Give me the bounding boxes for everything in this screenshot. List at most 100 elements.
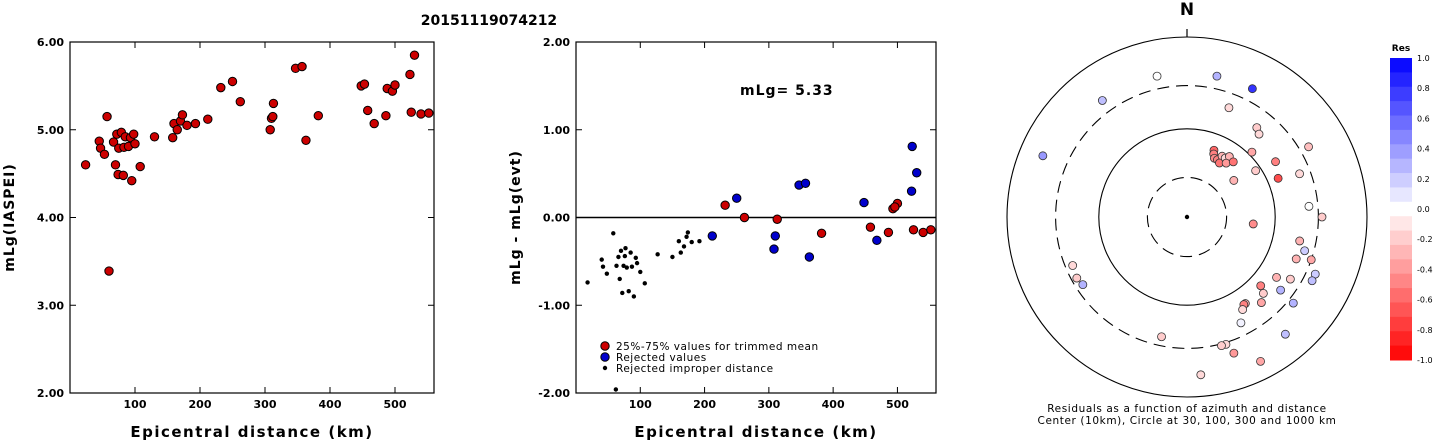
colorbar-band xyxy=(1390,173,1412,188)
data-point xyxy=(906,186,917,196)
station-point xyxy=(1247,84,1257,94)
colorbar-band xyxy=(1390,115,1412,131)
data-point xyxy=(600,264,606,269)
data-point xyxy=(369,118,379,129)
colorbar-band xyxy=(1390,158,1412,174)
x-tick-label: 100 xyxy=(124,398,147,411)
x-axis-label: Epicentral distance (km) xyxy=(634,423,877,441)
colorbar-tick-label: 1.0 xyxy=(1417,54,1430,63)
data-point xyxy=(678,250,683,255)
colorbar-band xyxy=(1390,230,1412,246)
station-point xyxy=(1291,254,1301,264)
data-point xyxy=(99,149,110,160)
data-point xyxy=(634,260,640,266)
station-point xyxy=(1224,103,1234,113)
legend-label: 25%-75% values for trimmed mean xyxy=(616,341,819,353)
data-point xyxy=(926,225,936,235)
colorbar-band xyxy=(1390,331,1412,347)
station-point xyxy=(1271,157,1280,167)
data-point xyxy=(102,111,112,122)
colorbar-band xyxy=(1390,288,1412,303)
station-point xyxy=(1280,329,1290,339)
data-point xyxy=(769,244,779,254)
data-point xyxy=(697,238,702,244)
data-point xyxy=(907,141,917,152)
station-point xyxy=(1254,129,1264,139)
y-axis-label: mLg(IASPEI) xyxy=(2,163,18,272)
data-point xyxy=(890,202,900,212)
colorbar-band xyxy=(1390,273,1412,289)
colorbar-band xyxy=(1390,201,1412,217)
colorbar-band xyxy=(1390,244,1412,260)
data-point xyxy=(689,239,694,245)
y-tick-label: 5.00 xyxy=(37,124,64,137)
data-point xyxy=(739,212,750,223)
data-point xyxy=(707,231,717,241)
station-point xyxy=(1285,274,1295,284)
y-tick-label: 2.00 xyxy=(37,387,64,400)
colorbar-band xyxy=(1390,72,1412,88)
colorbar-band xyxy=(1390,187,1412,203)
legend-marker xyxy=(602,365,608,371)
data-point xyxy=(617,276,622,282)
legend-marker xyxy=(600,341,610,351)
station-point xyxy=(1072,273,1082,283)
data-point xyxy=(908,225,919,235)
colorbar-tick-label: -1.0 xyxy=(1417,356,1433,365)
colorbar-tick-label: 0.6 xyxy=(1417,114,1430,123)
data-point xyxy=(409,50,420,60)
data-point xyxy=(268,98,279,109)
x-tick-label: 400 xyxy=(319,398,342,411)
data-point xyxy=(633,255,638,261)
data-point xyxy=(670,254,675,260)
legend-label: Rejected values xyxy=(616,352,707,364)
data-point xyxy=(623,246,628,251)
station-point xyxy=(1228,157,1238,167)
data-point xyxy=(599,257,604,262)
data-point xyxy=(227,76,238,87)
data-point xyxy=(611,231,616,236)
station-point xyxy=(1304,142,1313,152)
data-point xyxy=(127,175,137,186)
data-point xyxy=(297,61,307,72)
data-point xyxy=(621,263,626,268)
data-point xyxy=(622,253,628,259)
colorbar-band xyxy=(1390,101,1412,117)
station-point xyxy=(1157,332,1166,342)
magnitude-vs-distance-plot: 100 200 300 400 500 2.00 3.00 4.00 5.00 6.00 Epice… xyxy=(2,36,435,441)
data-point xyxy=(190,118,201,129)
x-tick-label: 500 xyxy=(886,398,909,411)
data-point xyxy=(235,96,246,107)
data-point xyxy=(313,111,323,121)
data-point xyxy=(912,168,922,178)
data-point xyxy=(642,281,647,286)
y-axis-label: mLg - mLg(evt) xyxy=(508,150,524,285)
station-point xyxy=(1251,166,1261,176)
station-point xyxy=(1300,246,1310,256)
chart-title: 20151119074212 xyxy=(421,13,557,29)
station-point xyxy=(1212,71,1222,81)
x-tick-label: 500 xyxy=(384,398,407,411)
data-point xyxy=(883,227,894,238)
data-point xyxy=(363,105,373,116)
data-point xyxy=(684,234,689,240)
station-point xyxy=(1317,212,1327,222)
data-point xyxy=(676,238,682,244)
colorbar-tick-label: -0.2 xyxy=(1417,235,1433,244)
station-point xyxy=(1238,305,1248,314)
data-point xyxy=(135,161,145,172)
data-point xyxy=(177,110,188,120)
data-point xyxy=(416,109,426,119)
data-point xyxy=(872,235,882,246)
colorbar-tick-label: 0.8 xyxy=(1417,84,1430,93)
data-point xyxy=(616,254,621,260)
colorbar-band xyxy=(1390,216,1412,232)
center-point xyxy=(1184,214,1190,220)
colorbar-band xyxy=(1390,302,1412,318)
residual-azimuth-polar-plot: N Residuals as a function of azimuth and … xyxy=(1006,0,1433,427)
x-tick-label: 400 xyxy=(822,398,845,411)
colorbar-band xyxy=(1390,86,1412,102)
colorbar-band xyxy=(1390,259,1412,275)
data-point xyxy=(865,222,876,232)
